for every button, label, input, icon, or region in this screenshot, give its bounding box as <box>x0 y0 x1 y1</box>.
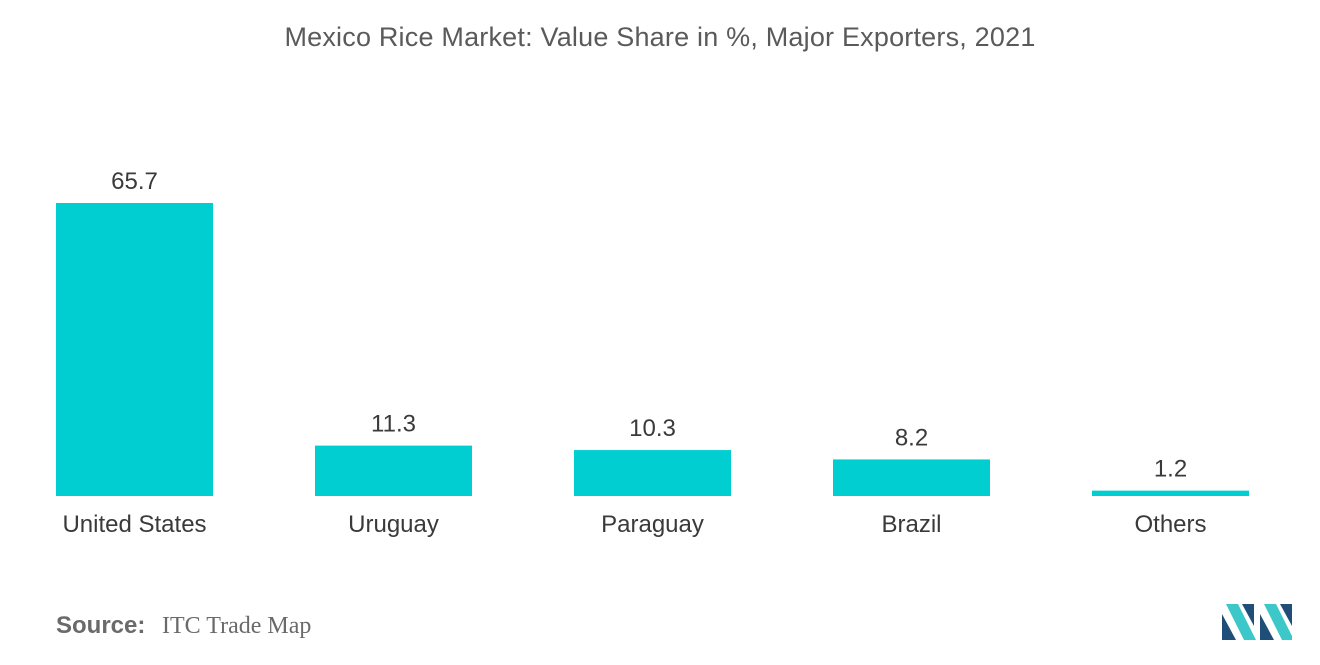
mordor-intelligence-logo-icon <box>1222 604 1292 640</box>
x-tick-label: Brazil <box>881 511 941 538</box>
bar-brazil <box>833 459 990 496</box>
chart-title: Mexico Rice Market: Value Share in %, Ma… <box>284 22 1036 52</box>
x-tick-label: United States <box>62 511 206 538</box>
x-tick-label: Others <box>1134 511 1206 538</box>
data-label: 8.2 <box>895 424 928 451</box>
data-label: 65.7 <box>111 168 158 195</box>
x-tick-label: Uruguay <box>348 511 439 538</box>
data-label: 10.3 <box>629 415 676 442</box>
bar-uruguay <box>315 445 472 496</box>
data-label: 11.3 <box>371 411 416 438</box>
source-label: Source: <box>56 612 146 639</box>
bar-others <box>1092 490 1249 496</box>
bar-paraguay <box>574 450 731 496</box>
source-value: ITC Trade Map <box>162 613 312 639</box>
bar-chart: 65.7 United States 11.3 Uruguay 10.3 Paraguay… <box>56 168 1249 538</box>
data-label: 1.2 <box>1154 456 1187 483</box>
bar-united-states <box>56 203 213 496</box>
source-note: Source: ITC Trade Map <box>56 612 311 640</box>
x-tick-label: Paraguay <box>601 511 704 538</box>
